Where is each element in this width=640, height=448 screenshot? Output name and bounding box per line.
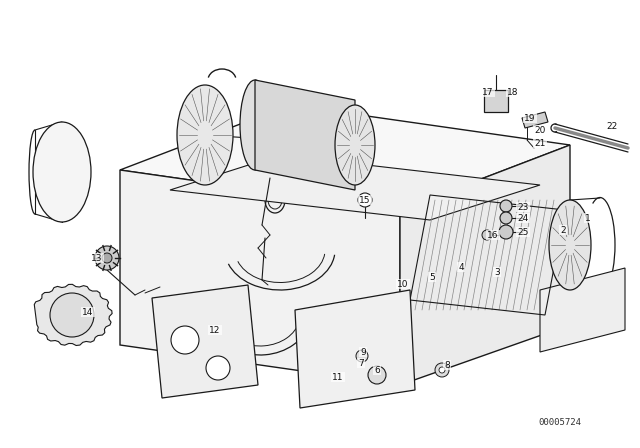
Text: 8: 8	[444, 361, 450, 370]
Text: 18: 18	[508, 87, 519, 96]
Polygon shape	[152, 285, 258, 398]
Circle shape	[500, 212, 512, 224]
Circle shape	[435, 363, 449, 377]
Circle shape	[358, 193, 372, 207]
Circle shape	[50, 293, 94, 337]
Text: 24: 24	[517, 214, 529, 223]
Polygon shape	[120, 105, 570, 210]
Polygon shape	[522, 112, 548, 128]
Text: 9: 9	[360, 348, 366, 357]
Text: 11: 11	[332, 372, 344, 382]
Text: 17: 17	[483, 87, 493, 96]
Text: 21: 21	[534, 138, 546, 147]
Text: 7: 7	[358, 358, 364, 367]
Circle shape	[499, 225, 513, 239]
Ellipse shape	[33, 122, 91, 222]
Circle shape	[171, 326, 199, 354]
Circle shape	[102, 253, 112, 263]
Ellipse shape	[549, 200, 591, 290]
Text: 15: 15	[359, 195, 371, 204]
Polygon shape	[35, 284, 112, 345]
Polygon shape	[120, 170, 400, 385]
Text: 14: 14	[83, 307, 93, 316]
Circle shape	[95, 246, 119, 270]
Circle shape	[482, 230, 492, 240]
Circle shape	[206, 356, 230, 380]
Ellipse shape	[240, 80, 270, 170]
Polygon shape	[170, 155, 540, 220]
Text: 00005724: 00005724	[538, 418, 582, 426]
Circle shape	[368, 366, 386, 384]
Text: 3: 3	[494, 267, 500, 276]
Text: 25: 25	[517, 228, 529, 237]
Text: 23: 23	[517, 202, 529, 211]
Text: 4: 4	[458, 263, 464, 271]
Circle shape	[356, 350, 368, 362]
Polygon shape	[255, 80, 355, 190]
Polygon shape	[400, 145, 570, 385]
Circle shape	[500, 200, 512, 212]
Bar	[484, 90, 508, 112]
Text: 16: 16	[487, 231, 499, 240]
Text: 2: 2	[560, 225, 566, 234]
Polygon shape	[295, 290, 415, 408]
Ellipse shape	[335, 105, 375, 185]
Text: 1: 1	[585, 214, 591, 223]
Text: 12: 12	[209, 326, 221, 335]
Text: 10: 10	[397, 280, 409, 289]
Text: 22: 22	[606, 121, 618, 130]
Text: 5: 5	[429, 272, 435, 281]
Ellipse shape	[177, 85, 233, 185]
Polygon shape	[540, 268, 625, 352]
Text: 13: 13	[92, 254, 103, 263]
Circle shape	[439, 367, 445, 373]
Text: 20: 20	[534, 125, 546, 134]
Text: 19: 19	[524, 113, 536, 122]
Text: 6: 6	[374, 366, 380, 375]
